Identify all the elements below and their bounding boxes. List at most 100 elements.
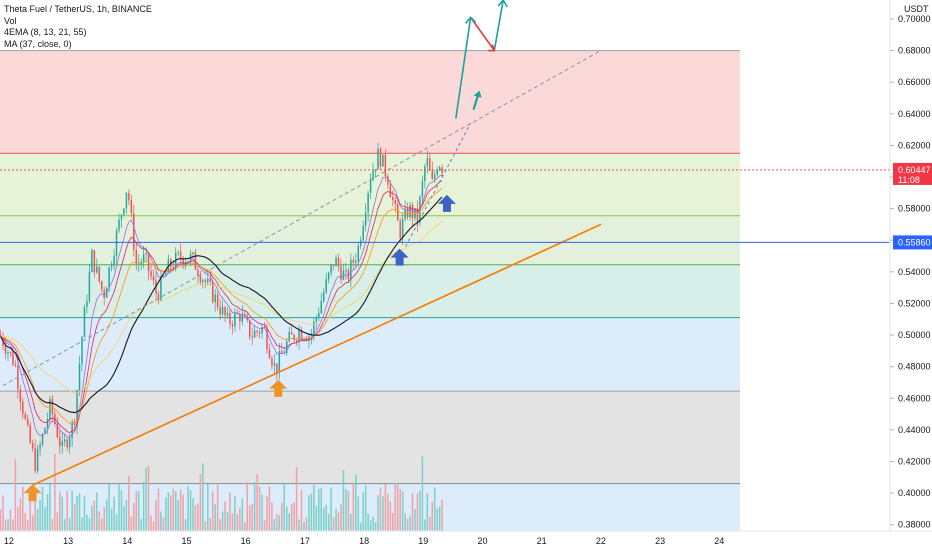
candle-body	[399, 220, 401, 238]
volume-bar	[236, 513, 239, 531]
volume-bar	[392, 512, 394, 531]
candle-body	[320, 300, 323, 314]
volume-bar	[167, 492, 170, 531]
volume-bar	[266, 495, 268, 531]
candle-body	[128, 192, 130, 201]
price-tick-label: 0.40000	[898, 488, 931, 498]
volume-bar	[357, 496, 360, 531]
volume-bar	[113, 496, 115, 531]
candle-body	[234, 313, 236, 327]
current-price-value: 0.60447	[898, 165, 931, 175]
volume-bar	[438, 506, 441, 531]
volume-bar	[142, 481, 145, 531]
candle-body	[204, 280, 207, 282]
candle-body	[241, 314, 244, 322]
volume-bar	[110, 508, 113, 531]
candle-body	[91, 250, 93, 272]
volume-bar	[44, 507, 46, 531]
volume-bar	[234, 495, 236, 531]
volume-bar	[352, 483, 355, 531]
price-tick-label: 0.46000	[898, 393, 931, 403]
time-tick-label: 20	[477, 536, 487, 546]
candle-body	[56, 424, 59, 438]
volume-bar	[88, 518, 91, 531]
candle-body	[182, 257, 184, 265]
candle-body	[140, 262, 142, 264]
candle-body	[382, 154, 384, 167]
volume-bar	[9, 509, 12, 531]
up-arrow-icon	[390, 248, 409, 266]
candle-body	[340, 266, 342, 280]
candle-body	[130, 200, 133, 214]
candle-body	[214, 294, 216, 303]
volume-bar	[221, 511, 224, 531]
volume-bar	[135, 490, 138, 531]
candle-body	[441, 167, 443, 173]
volume-bar	[34, 494, 36, 531]
price-tick-label: 0.44000	[898, 425, 931, 435]
trendline-channel	[2, 50, 602, 387]
candle-body	[137, 263, 140, 265]
candle-body	[248, 320, 251, 337]
projection-arrowhead	[488, 44, 496, 52]
volume-bar	[81, 517, 83, 531]
volume-bar	[108, 483, 110, 531]
candle-body	[246, 316, 249, 321]
volume-bar	[22, 486, 24, 531]
candle-body	[342, 270, 345, 280]
time-tick-label: 21	[537, 536, 547, 546]
price-tick-label: 0.70000	[898, 14, 931, 24]
candle-body	[118, 219, 120, 231]
time-tick-label: 18	[359, 536, 369, 546]
price-tick-label: 0.42000	[898, 456, 931, 466]
candle-body	[436, 170, 438, 175]
time-tick-label: 19	[418, 536, 428, 546]
volume-bar	[278, 515, 281, 531]
volume-bar	[433, 487, 436, 531]
volume-bar	[389, 501, 392, 531]
candle-body	[352, 259, 355, 263]
legend-ma: MA (37, close, 0)	[4, 38, 72, 49]
volume-bar	[194, 505, 197, 531]
candle-body	[209, 278, 212, 282]
candle-body	[142, 254, 145, 263]
volume-bar	[290, 503, 293, 531]
candle-body	[367, 193, 369, 213]
candle-body	[14, 364, 17, 366]
moving-average-line	[0, 174, 443, 438]
projection-up-2	[493, 0, 504, 51]
volume-bar	[118, 484, 120, 531]
volume-bar	[426, 493, 429, 531]
projection-arrowhead	[497, 0, 508, 8]
candle-body	[113, 255, 115, 266]
volume-bar	[219, 519, 221, 531]
time-tick-label: 12	[4, 536, 14, 546]
volume-bar	[246, 482, 249, 531]
candle-body	[19, 389, 22, 402]
candle-body	[332, 264, 335, 267]
volume-bar	[359, 522, 362, 531]
time-tick-label: 16	[241, 536, 251, 546]
candle-body	[374, 169, 377, 171]
volume-bar	[283, 484, 286, 531]
candle-body	[110, 265, 113, 268]
candle-body	[387, 175, 389, 185]
volume-bar	[229, 492, 231, 531]
moving-average-line	[0, 196, 443, 414]
volume-bar	[429, 517, 431, 531]
price-tick-label: 0.62000	[898, 140, 931, 150]
teal-arrow-icon	[473, 90, 482, 98]
candle-body	[409, 204, 411, 218]
volume-bar	[211, 491, 214, 531]
candle-body	[253, 330, 256, 338]
projection-down	[469, 16, 495, 52]
volume-bar	[83, 496, 86, 531]
volume-bar	[177, 500, 179, 531]
volume-bar	[63, 519, 66, 531]
candle-body	[426, 158, 429, 167]
candle-body	[115, 230, 118, 256]
volume-bar	[155, 499, 157, 531]
candle-body	[404, 208, 406, 220]
candle-body	[224, 306, 226, 316]
